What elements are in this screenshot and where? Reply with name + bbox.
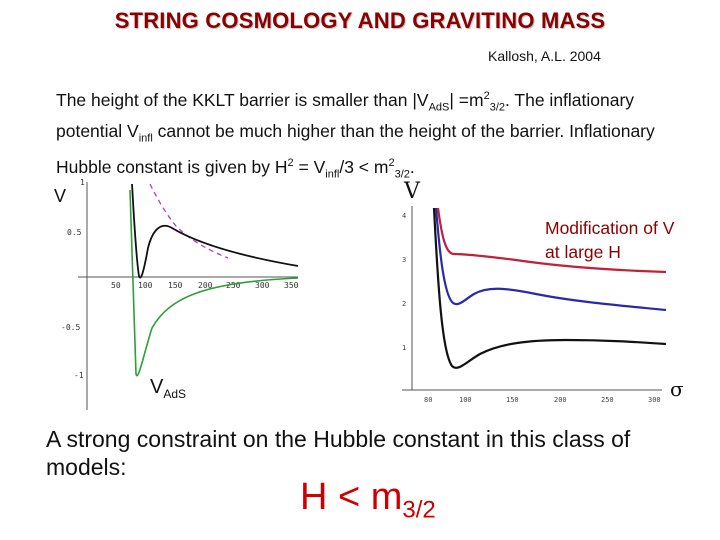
black-right-potential-curve: [432, 207, 667, 369]
right-x-tick: 250: [601, 396, 614, 404]
left-plot-x-ticks: 50 100 150 200 250 300 350: [111, 281, 299, 290]
left-y-tick: 1: [80, 178, 85, 187]
left-x-tick: 50: [111, 281, 121, 290]
left-y-tick: 0.5: [67, 228, 82, 237]
right-x-tick: 300: [648, 396, 661, 404]
right-potential-plot: V 1 2 3 4 80 100 150 200 250 300 σ: [402, 179, 684, 404]
left-plot-v-label: V: [54, 186, 67, 206]
right-plot-x-ticks: 80 100 150 200 250 300: [424, 396, 661, 404]
left-x-tick: 100: [138, 281, 153, 290]
right-y-tick: 2: [402, 300, 406, 308]
left-y-tick: -0.5: [61, 323, 80, 332]
constraint-statement: A strong constraint on the Hubble consta…: [46, 426, 631, 480]
slide-title: STRING COSMOLOGY AND GRAVITINO MASS: [114, 8, 606, 33]
right-plot-x-label: σ: [670, 377, 684, 401]
left-y-tick: -1: [74, 371, 84, 380]
right-y-tick: 3: [402, 256, 406, 264]
green-potential-curve: [129, 189, 299, 377]
left-x-tick: 150: [168, 281, 183, 290]
right-plot-y-label: V: [403, 179, 421, 204]
right-x-tick: 100: [459, 396, 472, 404]
red-potential-curve: [436, 207, 667, 274]
modification-note: Modification of V at large H: [545, 218, 675, 262]
left-plot-y-ticks: 1 0.5 -0.5 -1: [61, 178, 85, 380]
right-x-tick: 150: [506, 396, 519, 404]
left-x-tick: 200: [198, 281, 213, 290]
right-plot-y-ticks: 1 2 3 4: [402, 212, 406, 352]
left-x-tick: 300: [255, 281, 270, 290]
left-x-tick: 250: [226, 281, 241, 290]
left-potential-plot: 50 100 150 200 250 300 350 1 0.5 -0.5 -1: [61, 178, 299, 410]
author-citation: Kallosh, A.L. 2004: [488, 48, 601, 64]
vads-label: VAdS: [150, 376, 187, 401]
left-x-tick: 350: [284, 281, 299, 290]
right-y-tick: 1: [402, 344, 406, 352]
intro-paragraph: The height of the KKLT barrier is smalle…: [56, 89, 655, 181]
right-x-tick-partial: 80: [424, 396, 432, 404]
right-y-tick: 4: [402, 212, 406, 220]
hubble-bound-formula: H < m3/2: [300, 476, 436, 524]
purple-dashed-curve: [149, 183, 229, 259]
right-x-tick: 200: [554, 396, 567, 404]
black-potential-curve: [131, 183, 299, 279]
blue-potential-curve: [434, 207, 667, 312]
